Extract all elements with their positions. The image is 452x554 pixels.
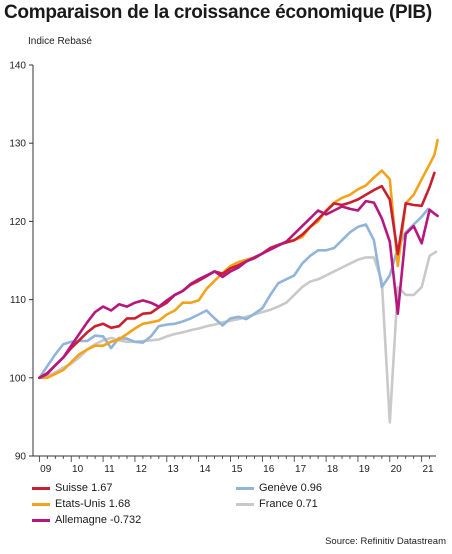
series-line-etats-unis [38,138,439,380]
x-tick-label: 14 [199,464,211,475]
x-tick-label: 18 [327,464,339,475]
series-line-genève [38,207,430,380]
x-tick-label: 12 [136,464,148,475]
x-tick-label: 21 [422,464,434,475]
x-tick-label: 20 [391,464,403,475]
x-tick-label: 15 [231,464,243,475]
chart-series-lines [38,138,439,424]
chart-axes: 90 100 110 120 130 140 09 10 11 12 13 14 15 16 17 18 19 2… [9,61,436,475]
x-tick-label: 17 [295,464,307,475]
y-tick-label: 120 [9,217,26,228]
y-axis-label: Indice Rebasé [28,36,92,47]
series-line-suisse [38,171,436,380]
y-tick-label: 100 [9,373,26,384]
x-tick-label: 13 [168,464,180,475]
y-tick-label: 130 [9,139,26,150]
x-tick-label: 11 [104,464,115,475]
chart-title: Comparaison de la croissance économique … [4,2,432,23]
x-tick-label: 19 [359,464,371,475]
y-tick-label: 110 [10,295,26,306]
x-tick-label: 10 [72,464,84,475]
y-tick-label: 140 [9,61,26,72]
source-note: Source: Refinitiv Datastream [325,536,446,547]
series-line-allemagne [38,199,439,380]
x-tick-label: 09 [40,464,52,475]
x-tick-label: 16 [263,464,275,475]
y-tick-label: 90 [15,452,27,463]
